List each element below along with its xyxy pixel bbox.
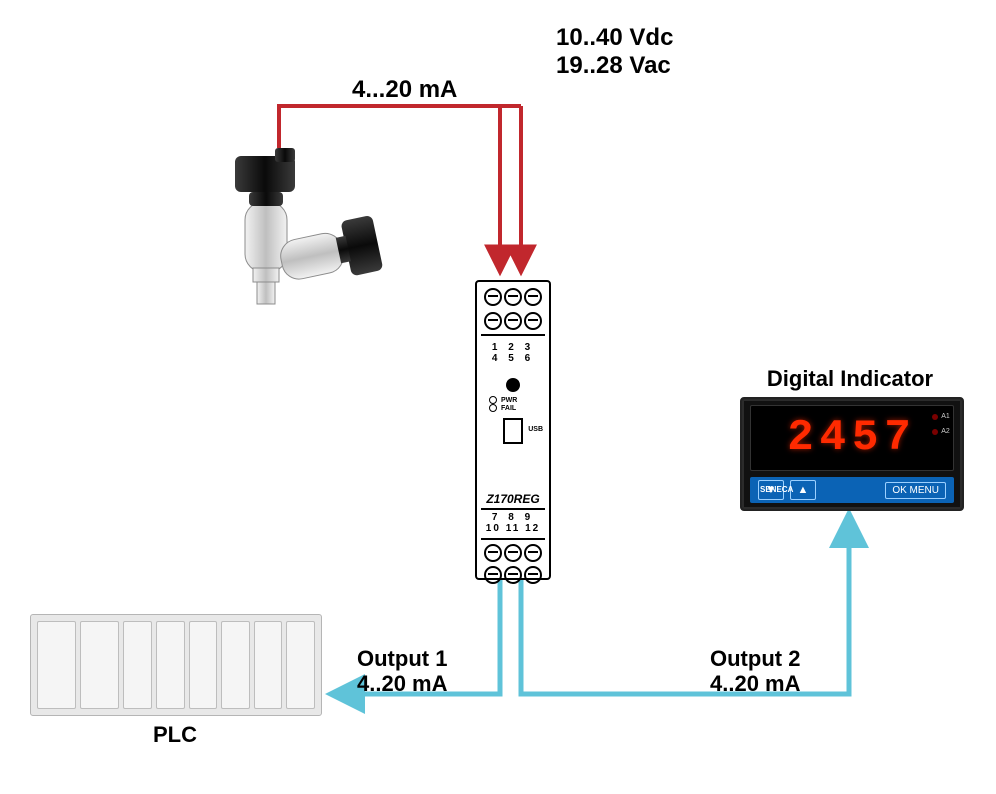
input-signal-label: 4...20 mA — [352, 76, 457, 104]
plc-slot — [189, 621, 218, 709]
supply-label: 10..40 Vdc 19..28 Vac — [556, 24, 673, 79]
output1-name: Output 1 — [357, 646, 448, 671]
plc-slot — [37, 621, 76, 709]
indicator-ok-button[interactable]: OK MENU — [885, 482, 946, 499]
pressure-sensors — [205, 148, 385, 326]
supply-line2: 19..28 Vac — [556, 52, 673, 80]
usb-port-icon: USB — [503, 418, 523, 444]
led-pwr: PWR — [489, 396, 549, 404]
indicator-title: Digital Indicator — [740, 366, 960, 392]
output1-label: Output 1 4..20 mA — [357, 646, 448, 697]
indicator-brand: SENECA — [760, 485, 793, 494]
plc-slot — [156, 621, 185, 709]
module-z170reg: 1 2 3 4 5 6 PWR FAIL USB Z170REG 7 8 9 1… — [475, 280, 551, 580]
output2-label: Output 2 4..20 mA — [710, 646, 801, 697]
plc-slot — [286, 621, 315, 709]
plc-slot — [123, 621, 152, 709]
dip-switch-icon — [506, 378, 520, 392]
output1-signal: 4..20 mA — [357, 671, 448, 696]
digital-indicator: S315 2457 A1 A2 SENECA ▼ ▲ OK MENU — [740, 397, 964, 511]
plc-slot — [221, 621, 250, 709]
output2-name: Output 2 — [710, 646, 801, 671]
led-fail: FAIL — [489, 404, 549, 412]
supply-line1: 10..40 Vdc — [556, 24, 673, 52]
output2-signal: 4..20 mA — [710, 671, 801, 696]
indicator-value: 2457 — [787, 413, 917, 463]
indicator-up-button[interactable]: ▲ — [790, 480, 816, 500]
plc: PLC — [30, 614, 320, 736]
module-name: Z170REG — [477, 492, 549, 506]
plc-slot — [80, 621, 119, 709]
plc-slot — [254, 621, 283, 709]
plc-caption: PLC — [30, 722, 320, 748]
